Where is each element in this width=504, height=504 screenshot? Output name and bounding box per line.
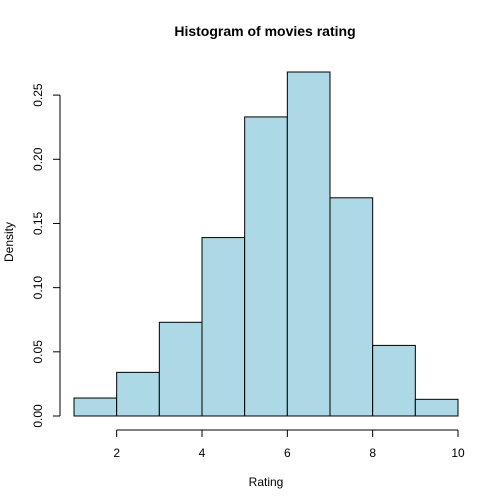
- y-tick-label: 0.25: [31, 83, 45, 107]
- x-axis-label: Rating: [249, 475, 284, 489]
- histogram-bar: [286, 71, 331, 417]
- histogram-bar: [329, 197, 374, 417]
- x-tick-label: 10: [451, 446, 465, 460]
- x-tick-label: 6: [284, 446, 291, 460]
- y-tick-label: 0.15: [31, 211, 45, 235]
- x-axis-ticks: 2 4 6 8 10: [113, 430, 465, 460]
- y-axis-label: Density: [2, 222, 16, 262]
- x-tick-label: 8: [369, 446, 376, 460]
- histogram-bar: [244, 116, 288, 417]
- histogram-bar: [201, 237, 246, 417]
- bars: [73, 71, 459, 417]
- chart-title: Histogram of movies rating: [174, 23, 355, 39]
- x-tick-label: 4: [199, 446, 206, 460]
- histogram-bar: [116, 371, 160, 417]
- histogram-bar: [414, 398, 459, 417]
- histogram-bar: [73, 397, 118, 417]
- y-axis-ticks: 0.00 0.05 0.10 0.15 0.20 0.25: [31, 83, 60, 428]
- y-tick-label: 0.10: [31, 276, 45, 300]
- x-tick-label: 2: [113, 446, 120, 460]
- histogram-bar: [158, 321, 203, 417]
- y-tick-label: 0.05: [31, 340, 45, 364]
- y-tick-label: 0.00: [31, 404, 45, 428]
- histogram-bar: [372, 344, 416, 417]
- y-tick-label: 0.20: [31, 147, 45, 171]
